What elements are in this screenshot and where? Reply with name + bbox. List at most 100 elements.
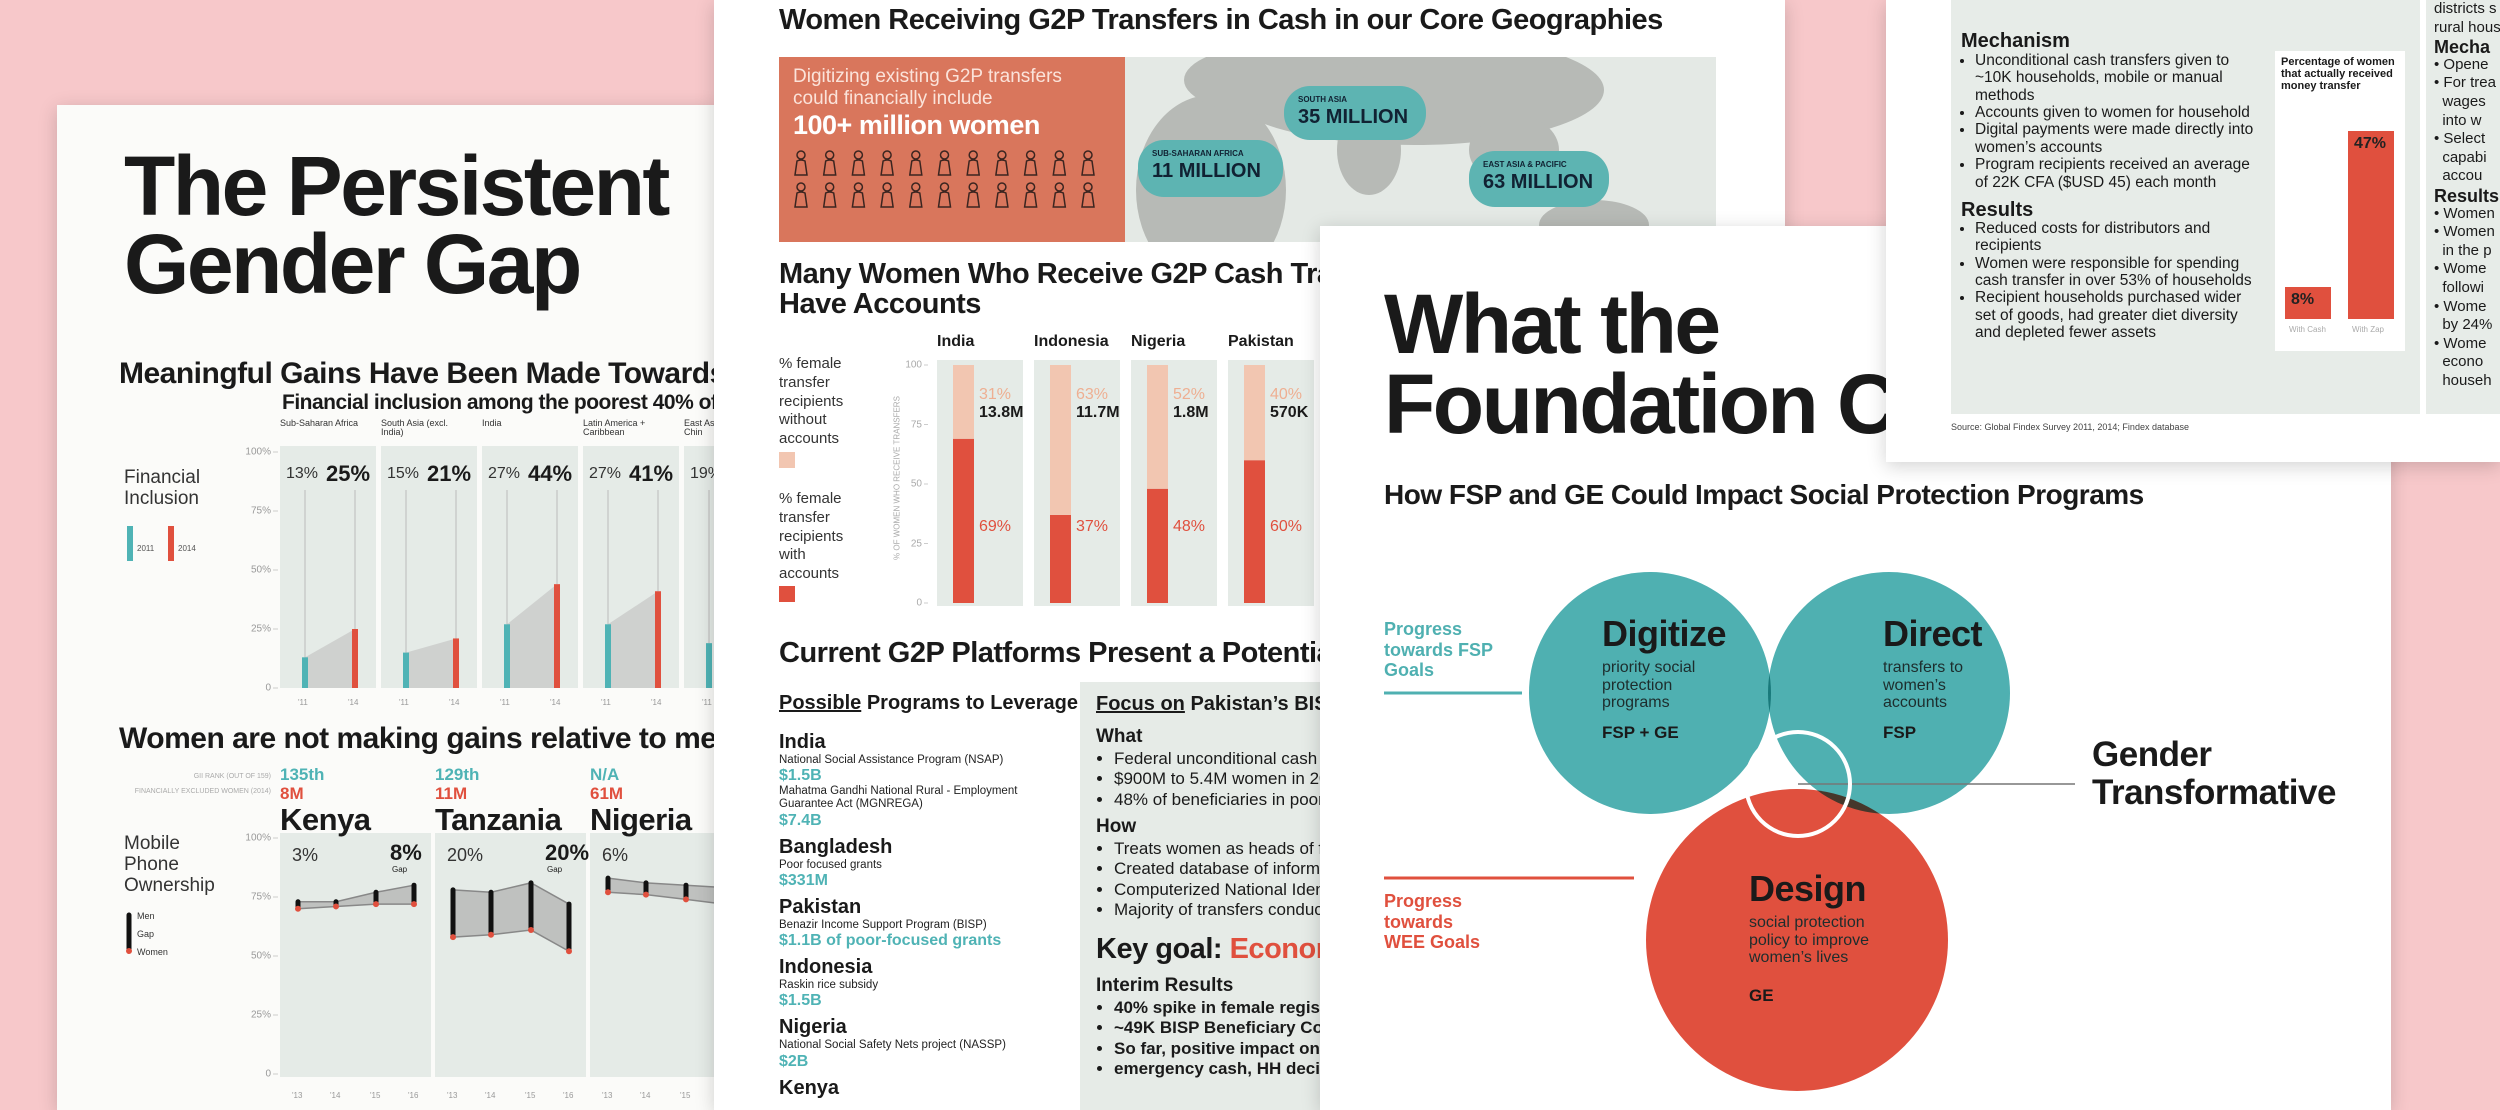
legend-label: Men	[137, 911, 155, 921]
value-label: 60%	[1270, 518, 1303, 535]
bar	[453, 638, 459, 688]
value-label: 25%	[326, 461, 371, 486]
x-tick-label: '13	[447, 1091, 458, 1100]
circle-tag: FSP + GE	[1602, 723, 1679, 742]
bullet: Created database of informa	[1114, 859, 1766, 879]
woman-icon	[968, 150, 978, 160]
graphics	[1951, 0, 2500, 414]
woman-icon	[853, 182, 864, 192]
value-label: 21%	[427, 461, 472, 486]
bullet-list: Reduced costs for distributors and recip…	[1961, 220, 2261, 342]
x-tick-label: '14	[651, 698, 662, 707]
x-tick-label: '11	[702, 698, 712, 707]
side-text: • Wome	[2434, 260, 2487, 278]
program-name: Benazir Income Support Program (BISP)	[779, 918, 987, 931]
bar	[655, 591, 661, 688]
section-title: Results	[1961, 199, 2034, 221]
bar-with	[1244, 460, 1265, 603]
bullet: Treats women as heads of fa	[1114, 839, 1766, 859]
program-amount: $1.1B of poor-focused grants	[779, 932, 1002, 950]
men-line	[607, 877, 717, 888]
circle-tag: GE	[1749, 986, 1774, 1005]
column-bg	[590, 833, 717, 1077]
bar-without	[1244, 365, 1265, 461]
woman-icon	[968, 182, 978, 192]
value-label: 63%	[1076, 386, 1109, 403]
bar-with	[953, 438, 974, 603]
bar-with	[1050, 514, 1071, 603]
bar	[504, 624, 510, 688]
side-text: by 24%	[2434, 316, 2493, 334]
woman-icon	[1025, 150, 1036, 160]
focus-section-title: What	[1096, 726, 1143, 747]
total-label: 11.7M	[1076, 404, 1120, 421]
legend-swatch	[168, 526, 174, 561]
woman-icon	[796, 182, 806, 192]
legend-swatch	[127, 526, 133, 561]
x-tick-label: '13	[602, 1091, 613, 1100]
x-tick-label: '15	[525, 1091, 536, 1100]
side-text: in the p	[2434, 241, 2492, 259]
program-country: Bangladesh	[779, 835, 893, 858]
x-tick-label: '14	[550, 698, 561, 707]
y-tick-label: 50%	[250, 950, 271, 962]
chart-subtitle: Financial inclusion among the poorest 40…	[282, 391, 717, 414]
program-amount: $331M	[779, 871, 828, 889]
excluded-women: 61M	[590, 784, 624, 803]
country-name: Tanzania	[435, 802, 562, 837]
woman-icon	[1083, 182, 1093, 192]
women-line	[297, 903, 414, 910]
total-label: 1.8M	[1173, 404, 1209, 421]
women-point	[295, 905, 301, 912]
x-tick-label: '11	[500, 698, 510, 707]
region-name: SUB-SAHARAN AFRICA	[1152, 149, 1244, 158]
section-heading: Meaningful Gains Have Been Made Towards …	[119, 357, 717, 390]
bullet: $900M to 5.4M women in 20	[1114, 769, 1766, 789]
progress-label: Progress towards WEE Goals	[1384, 891, 1481, 953]
value-label: 31%	[979, 386, 1012, 403]
bar	[302, 657, 308, 688]
value-label: 27%	[589, 465, 622, 482]
circle-title: Digitize	[1602, 613, 1727, 654]
side-text: • Women	[2434, 223, 2495, 241]
value-label: 48%	[1173, 518, 1206, 535]
legend-swatch	[779, 586, 795, 602]
value-label: 47%	[2354, 135, 2387, 152]
woman-icon	[997, 182, 1007, 192]
woman-icon	[880, 191, 894, 208]
woman-icon	[1054, 182, 1065, 192]
side-text: districts s	[2434, 0, 2497, 17]
interim-title: Interim Results	[1096, 975, 1234, 997]
region-value: 11 MILLION	[1152, 160, 1261, 182]
x-tick-label: '15	[370, 1091, 381, 1100]
legend-title: Mobile Phone Ownership	[124, 833, 215, 896]
total-label: 13.8M	[979, 404, 1024, 421]
venn-circle	[1529, 572, 1771, 814]
gap-label: 20%	[545, 840, 590, 865]
program-country: Nigeria	[779, 1016, 847, 1039]
progress-label: Progress towards FSP Goals	[1384, 619, 1493, 681]
column-bg	[1034, 360, 1120, 606]
woman-icon	[911, 182, 921, 192]
side-text: capabi	[2434, 148, 2487, 166]
bar	[605, 624, 611, 688]
side-text: • Wome	[2434, 297, 2487, 315]
bullet-list: Treats women as heads of faCreated datab…	[1096, 839, 1766, 921]
center-ring	[1744, 730, 1852, 838]
bullet: Federal unconditional cash tra	[1114, 749, 1766, 769]
region-pill	[1138, 140, 1283, 197]
section-heading: Women are not making gains relative to m…	[119, 722, 717, 755]
rank: 135th	[280, 765, 325, 784]
gap-label: 20%	[447, 845, 484, 865]
country-name: Kenya	[280, 802, 371, 837]
x-tick-label: '14	[640, 1091, 651, 1100]
woman-icon	[966, 159, 981, 176]
woman-icon	[882, 182, 892, 192]
side-text: Mecha	[2434, 37, 2491, 58]
title: The Persistent Gender Gap	[124, 139, 670, 312]
woman-icon	[794, 191, 808, 208]
woman-icon	[882, 150, 892, 160]
bar	[2348, 131, 2394, 319]
side-text: • Opene	[2434, 55, 2489, 73]
women-point	[488, 931, 494, 938]
